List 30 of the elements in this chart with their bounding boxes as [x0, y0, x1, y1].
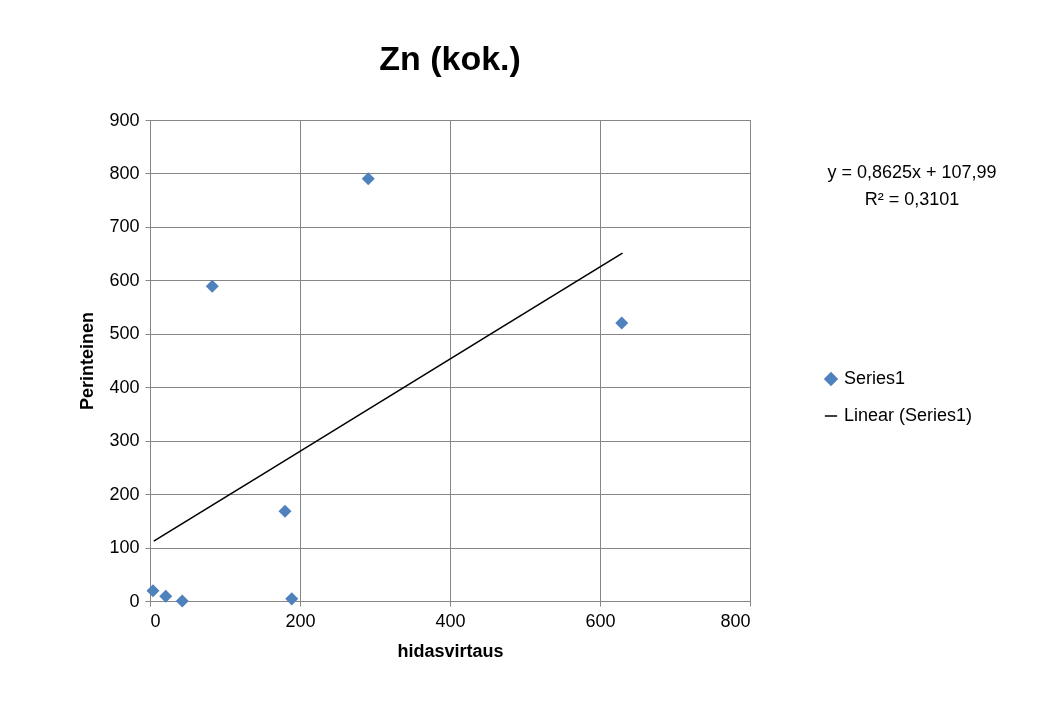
- point: [361, 172, 375, 186]
- y-tick-label: 100: [109, 537, 140, 558]
- point: [159, 589, 173, 603]
- point: [205, 279, 219, 293]
- x-axis-title: hidasvirtaus: [397, 640, 504, 661]
- x-tick-label: 0: [150, 610, 161, 631]
- x-tick-label: 400: [435, 610, 466, 631]
- text: R² = 0,3101: [864, 189, 960, 209]
- point: [146, 584, 160, 598]
- y-tick-label: 900: [109, 109, 140, 130]
- y-tick-label: 500: [109, 323, 140, 344]
- point: [285, 592, 299, 606]
- y-tick-label: 600: [109, 269, 140, 290]
- y-tick-label: 0: [129, 590, 140, 611]
- chart-title: Zn (kok.): [379, 39, 521, 77]
- y-tick-label: 200: [109, 483, 140, 504]
- point: [175, 594, 189, 608]
- y-tick-label: 300: [109, 430, 140, 451]
- y-tick-label: 400: [109, 376, 140, 397]
- text: y = 0,8625x + 107,99: [827, 162, 997, 182]
- legend-label: Series1: [844, 368, 906, 388]
- y-axis-title: Perinteinen: [77, 311, 98, 411]
- point: [278, 504, 292, 518]
- y-tick-label: 800: [109, 162, 140, 183]
- legend-label: Linear (Series1): [844, 405, 973, 425]
- x-tick-label: 600: [585, 610, 616, 631]
- point: [615, 316, 629, 330]
- x-tick-label: 800: [720, 610, 751, 631]
- x-tick-label: 200: [285, 610, 316, 631]
- y-tick-label: 700: [109, 216, 140, 237]
